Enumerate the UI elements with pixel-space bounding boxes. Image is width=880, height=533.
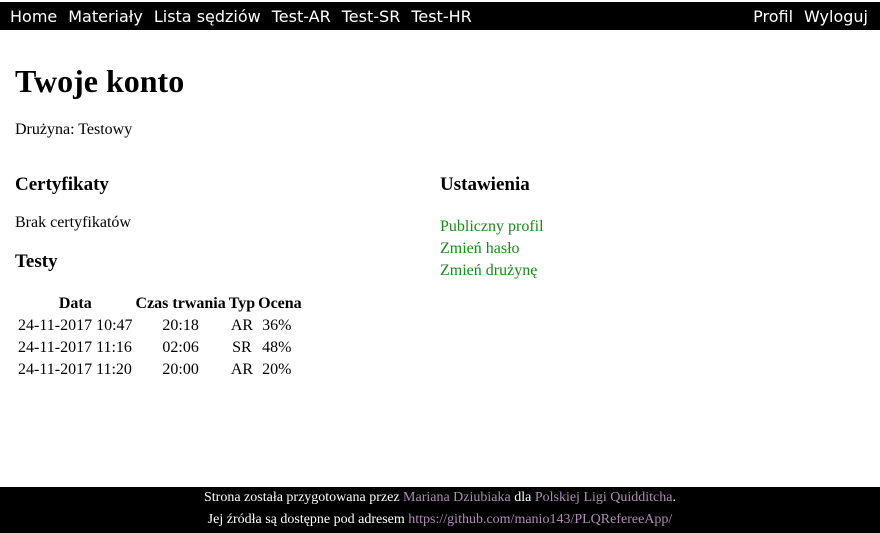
team-value: Testowy — [78, 121, 133, 138]
nav-home-link[interactable]: Home — [10, 6, 58, 26]
team-label: Drużyna: — [15, 121, 75, 138]
author-link[interactable]: Mariana Dziubiaka — [403, 490, 511, 505]
test-duration: 20:00 — [162, 361, 199, 378]
nav-profile-link[interactable]: Profil — [753, 6, 794, 26]
certificates-heading: Certyfikaty — [15, 174, 109, 195]
table-row: 24-11-2017 11:20 20:00 AR 20% — [18, 360, 302, 380]
footer-credits-prefix: Strona została przygotowana przez — [204, 490, 400, 505]
test-score: 36% — [262, 317, 292, 334]
nav-referee-list-link[interactable]: Lista sędziów — [153, 6, 261, 26]
nav-test-ar-link[interactable]: Test-AR — [271, 6, 331, 26]
test-duration: 02:06 — [162, 339, 199, 356]
team-info: Drużyna: Testowy — [15, 121, 132, 139]
table-row: 24-11-2017 10:47 20:18 AR 36% — [18, 316, 302, 336]
tests-heading: Testy — [15, 251, 58, 272]
footer-credits-suffix: . — [672, 490, 676, 505]
settings-heading: Ustawienia — [440, 174, 530, 195]
public-profile-link[interactable]: Publiczny profil — [440, 218, 544, 235]
no-certificates-text: Brak certyfikatów — [15, 214, 131, 231]
nav-logout-link[interactable]: Wyloguj — [804, 6, 868, 26]
test-date: 24-11-2017 10:47 — [18, 317, 133, 334]
footer: Strona została przygotowana przez Marian… — [0, 487, 880, 533]
test-type: SR — [232, 339, 252, 356]
column-header-score: Ocena — [258, 295, 302, 312]
test-duration: 20:18 — [162, 317, 199, 334]
repository-link[interactable]: https://github.com/manio143/PLQRefereeAp… — [408, 512, 673, 527]
column-header-duration: Czas trwania — [135, 295, 226, 312]
test-type: AR — [230, 361, 254, 378]
nav-test-hr-link[interactable]: Test-HR — [411, 6, 472, 26]
league-link[interactable]: Polskiej Ligi Quidditcha — [534, 490, 673, 505]
test-date: 24-11-2017 11:16 — [18, 339, 132, 356]
change-team-link[interactable]: Zmień drużynę — [440, 262, 538, 279]
test-type: AR — [230, 317, 254, 334]
tests-table: Data Czas trwania Typ Ocena 24-11-2017 1… — [15, 292, 305, 382]
page-title: Twoje konto — [15, 63, 185, 99]
top-navigation-bar: Home Materiały Lista sędziów Test-AR Tes… — [0, 2, 880, 30]
test-date: 24-11-2017 11:20 — [18, 361, 132, 378]
footer-credits-line: Strona została przygotowana przez Marian… — [0, 487, 880, 509]
tests-table-header-row: Data Czas trwania Typ Ocena — [18, 294, 302, 314]
nav-materials-link[interactable]: Materiały — [68, 6, 143, 26]
footer-source-prefix: Jej źródła są dostępne pod adresem — [207, 512, 405, 527]
nav-right-group: Profil Wyloguj — [753, 7, 880, 26]
test-score: 20% — [262, 361, 292, 378]
nav-test-sr-link[interactable]: Test-SR — [341, 6, 401, 26]
nav-left-group: Home Materiały Lista sędziów Test-AR Tes… — [0, 7, 483, 26]
change-password-link[interactable]: Zmień hasło — [440, 240, 520, 257]
column-header-date: Data — [58, 295, 92, 312]
footer-source-line: Jej źródła są dostępne pod adresem https… — [0, 509, 880, 531]
footer-credits-mid: dla — [514, 490, 532, 505]
test-score: 48% — [262, 339, 292, 356]
column-header-type: Typ — [228, 295, 256, 312]
table-row: 24-11-2017 11:16 02:06 SR 48% — [18, 338, 302, 358]
